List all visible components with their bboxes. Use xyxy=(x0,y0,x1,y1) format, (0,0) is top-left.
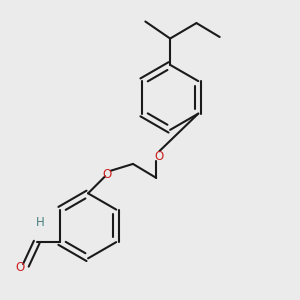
Text: H: H xyxy=(35,216,44,230)
Text: O: O xyxy=(16,261,25,274)
Text: O: O xyxy=(102,168,112,181)
Text: O: O xyxy=(155,150,164,163)
